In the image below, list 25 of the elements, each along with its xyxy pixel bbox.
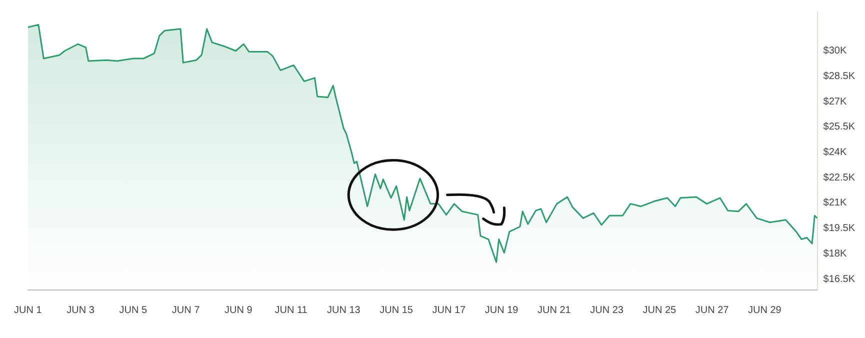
x-tick-label: JUN 13 (326, 304, 361, 316)
y-tick-label: $22.5K (823, 172, 856, 184)
y-tick-label: $30K (823, 46, 847, 57)
y-tick-label: $25.5K (823, 122, 856, 133)
y-tick-label: $19.5K (823, 223, 856, 234)
x-tick-label: JUN 21 (537, 304, 572, 316)
x-tick-label: JUN 29 (748, 304, 782, 316)
x-tick-label: JUN 9 (224, 304, 253, 316)
y-tick-label: $21K (823, 198, 847, 209)
x-tick-label: JUN 17 (432, 304, 466, 316)
x-tick-label: JUN 3 (66, 304, 95, 316)
y-tick-label: $24K (823, 147, 847, 158)
x-tick-label: JUN 25 (642, 304, 677, 316)
x-tick-label: JUN 5 (119, 304, 148, 316)
x-tick-label: JUN 19 (484, 304, 519, 316)
y-tick-label: $28.5K (823, 70, 856, 82)
x-tick-label: JUN 11 (274, 304, 308, 316)
y-tick-label: $27K (823, 96, 847, 108)
x-tick-label: JUN 7 (172, 304, 200, 316)
y-tick-label: $18K (823, 248, 847, 260)
x-tick-label: JUN 15 (380, 304, 414, 316)
y-tick-label: $16.5K (823, 274, 856, 285)
x-tick-label: JUN 27 (695, 304, 730, 316)
x-tick-label: JUN 1 (14, 304, 42, 316)
x-tick-label: JUN 23 (590, 304, 624, 316)
